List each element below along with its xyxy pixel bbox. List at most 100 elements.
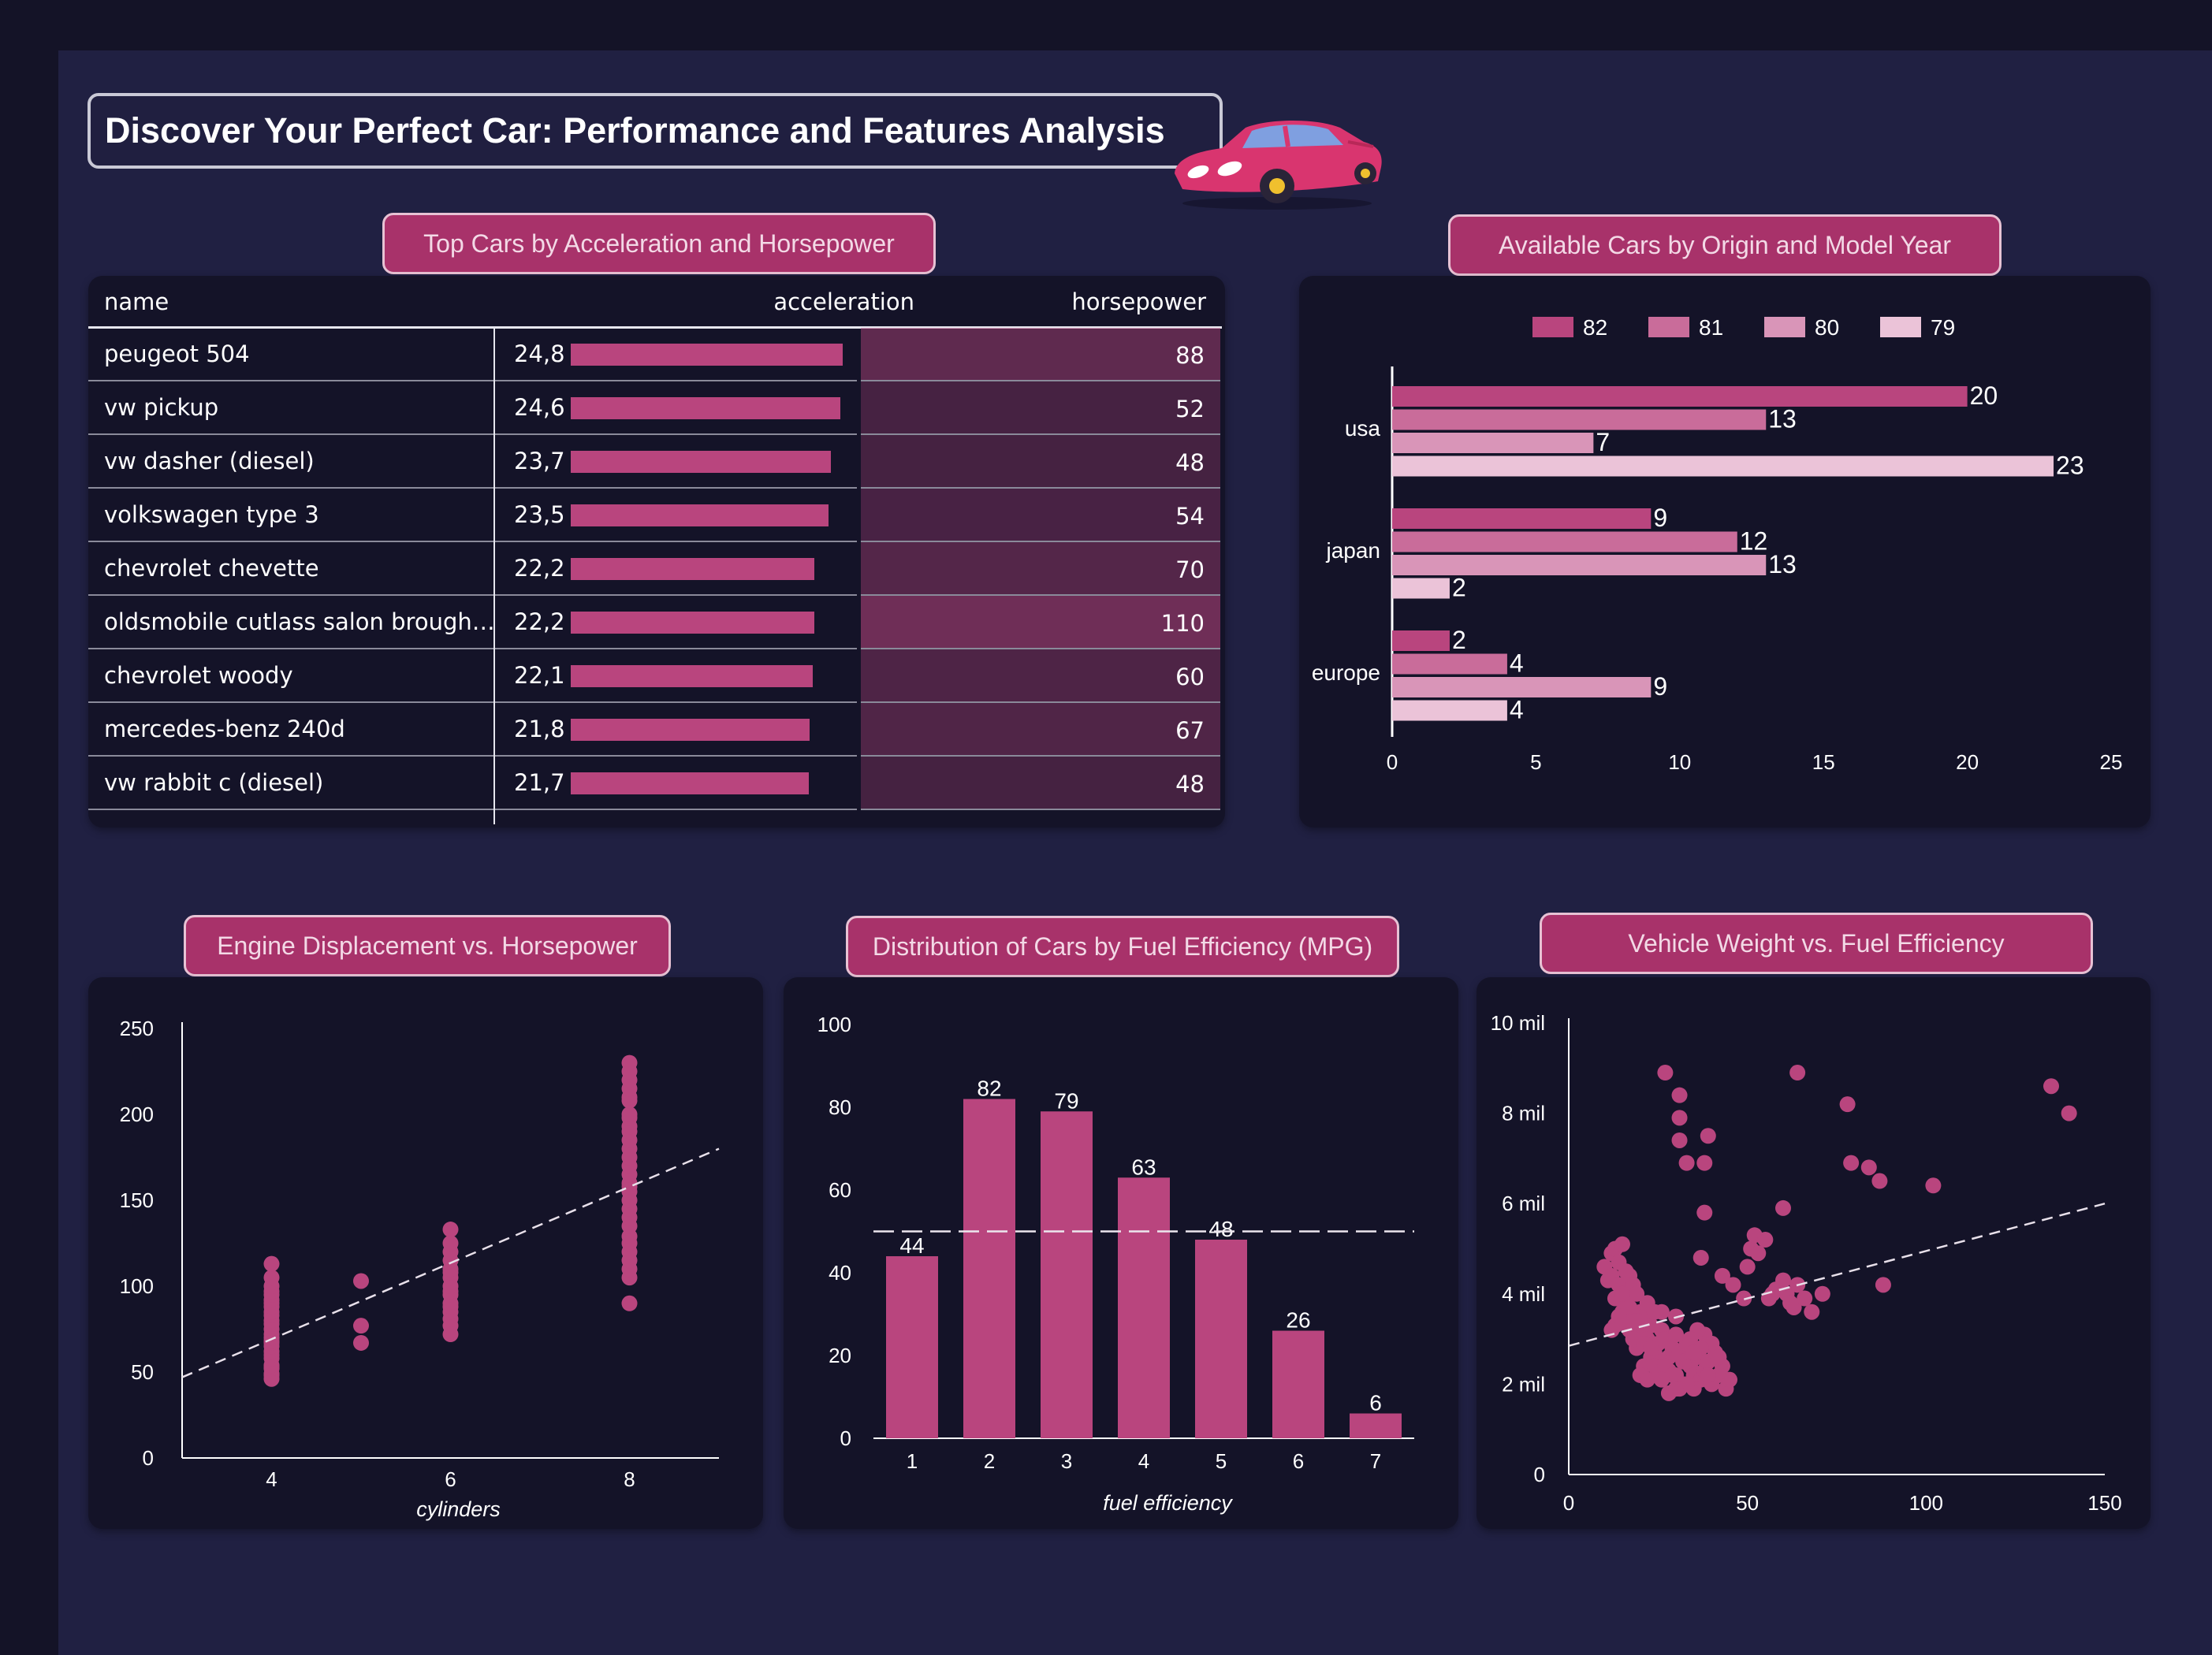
data-label: 13 bbox=[1768, 405, 1797, 433]
mpg-distribution-chart: 0 20 40 60 80 100 44 1 82 2 79 3 63 4 48 5 26 6 6 7 fuel eff… bbox=[817, 1013, 1414, 1515]
acceleration-bar bbox=[571, 344, 843, 366]
scatter-point bbox=[1639, 1371, 1655, 1388]
category-label: europe bbox=[1312, 660, 1380, 685]
row-divider bbox=[88, 648, 857, 649]
table-cell-name: chevrolet woody bbox=[104, 662, 293, 689]
table-cell-horsepower: 48 bbox=[1175, 449, 1205, 476]
legend-label: 79 bbox=[1931, 315, 1955, 340]
scatter-point bbox=[1875, 1277, 1891, 1293]
bar bbox=[1392, 578, 1450, 599]
table-cell-horsepower: 54 bbox=[1175, 503, 1205, 530]
legend-label: 80 bbox=[1815, 315, 1839, 340]
horsepower-cell-bg bbox=[861, 703, 1220, 757]
row-divider bbox=[88, 755, 857, 757]
table-cell-name: peugeot 504 bbox=[104, 340, 250, 367]
scatter-point bbox=[1750, 1245, 1767, 1262]
data-label: 4 bbox=[1510, 649, 1524, 678]
scatter-point bbox=[1682, 1331, 1699, 1348]
table-cell-name: oldsmobile cutlass salon brough… bbox=[104, 608, 495, 635]
bar bbox=[1392, 677, 1652, 697]
x-tick-label: 0 bbox=[1387, 750, 1398, 774]
legend-swatch bbox=[1880, 317, 1921, 337]
x-tick-label: 0 bbox=[1563, 1491, 1574, 1515]
displacement-panel: 0 50 100 150 200 250 4 6 8 cylinders bbox=[88, 977, 763, 1529]
scatter-point bbox=[1668, 1381, 1684, 1397]
scatter-point bbox=[353, 1273, 369, 1289]
scatter-point bbox=[1714, 1267, 1730, 1284]
scatter-point bbox=[1843, 1155, 1860, 1171]
origin-year-panel: 82 81 80 79 usa 20 13 7 23 japan 9 12 13 2 europe 2 4 9 4 0… bbox=[1299, 276, 2151, 828]
row-divider bbox=[861, 487, 1220, 489]
scatter-point bbox=[1804, 1304, 1820, 1320]
row-divider bbox=[861, 648, 1220, 649]
data-label: 2 bbox=[1452, 574, 1466, 602]
scatter-point bbox=[621, 1295, 638, 1311]
x-tick-label: 5 bbox=[1530, 750, 1541, 774]
histogram-bar bbox=[1041, 1111, 1093, 1438]
row-divider bbox=[88, 594, 857, 596]
row-divider bbox=[88, 541, 857, 542]
scatter-point bbox=[442, 1235, 459, 1251]
data-label: 13 bbox=[1768, 550, 1797, 578]
origin-year-chart: 82 81 80 79usa2013723japan912132europe24940… bbox=[1312, 315, 2123, 774]
acceleration-bar bbox=[571, 451, 831, 473]
table-cell-name: chevrolet chevette bbox=[104, 555, 319, 582]
left-bar bbox=[0, 0, 58, 1655]
weight-chart-title: Vehicle Weight vs. Fuel Efficiency bbox=[1540, 913, 2093, 974]
data-label: 7 bbox=[1596, 428, 1610, 456]
x-tick-label: 4 bbox=[1138, 1449, 1149, 1473]
scatter-point bbox=[1629, 1285, 1645, 1302]
trend-line bbox=[1568, 1202, 2106, 1347]
weight-panel: 0 2 mil 4 mil 6 mil 8 mil 10 mil 0 50 100 150 bbox=[1477, 977, 2151, 1529]
header-divider bbox=[88, 326, 1222, 329]
y-tick-label: 0 bbox=[840, 1426, 851, 1450]
table-cell-name: volkswagen type 3 bbox=[104, 501, 319, 528]
scatter-point bbox=[621, 1054, 638, 1071]
page-title: Discover Your Perfect Car: Performance a… bbox=[88, 93, 1223, 169]
scatter-point bbox=[1764, 1285, 1781, 1302]
scatter-point bbox=[1678, 1155, 1695, 1171]
scatter-point bbox=[1786, 1299, 1802, 1315]
column-header-acceleration[interactable]: acceleration bbox=[773, 288, 914, 315]
x-tick-label: 25 bbox=[2100, 750, 2123, 774]
scatter-point bbox=[1693, 1249, 1709, 1266]
row-divider bbox=[861, 380, 1220, 381]
horsepower-cell-bg bbox=[861, 328, 1220, 381]
bar bbox=[1392, 531, 1737, 552]
row-divider bbox=[88, 487, 857, 489]
row-divider bbox=[88, 433, 857, 435]
acceleration-bar bbox=[571, 665, 814, 687]
legend-swatch bbox=[1532, 317, 1573, 337]
x-tick-label: 3 bbox=[1061, 1449, 1072, 1473]
table-cell-acceleration: 23,5 bbox=[514, 501, 565, 528]
table-cell-acceleration: 21,8 bbox=[514, 716, 565, 742]
legend-swatch bbox=[1648, 317, 1689, 337]
y-tick-label: 6 mil bbox=[1502, 1192, 1545, 1215]
column-header-horsepower[interactable]: horsepower bbox=[1071, 288, 1206, 315]
x-tick-label: 4 bbox=[266, 1467, 277, 1491]
x-tick-label: 7 bbox=[1370, 1449, 1381, 1473]
horsepower-cell-bg bbox=[861, 649, 1220, 703]
acceleration-bar bbox=[571, 397, 841, 419]
horsepower-cell-bg bbox=[861, 489, 1220, 542]
row-divider bbox=[861, 594, 1220, 596]
table-cell-horsepower: 67 bbox=[1175, 717, 1205, 744]
top-bar bbox=[0, 0, 2212, 50]
row-divider bbox=[88, 380, 857, 381]
scatter-point bbox=[263, 1270, 280, 1286]
x-axis-label: cylinders bbox=[416, 1497, 501, 1521]
top-cars-table: name acceleration horsepower peugeot 504… bbox=[88, 276, 1225, 828]
y-tick-label: 4 mil bbox=[1502, 1282, 1545, 1306]
x-tick-label: 20 bbox=[1956, 750, 1979, 774]
bar bbox=[1392, 386, 1968, 407]
scatter-point bbox=[2061, 1105, 2077, 1121]
bar bbox=[1392, 653, 1507, 675]
y-tick-label: 250 bbox=[120, 1017, 154, 1040]
column-header-name[interactable]: name bbox=[104, 288, 169, 315]
horsepower-cell-bg bbox=[861, 542, 1220, 596]
y-tick-label: 0 bbox=[143, 1446, 154, 1470]
scatter-point bbox=[1739, 1259, 1756, 1275]
category-label: usa bbox=[1345, 416, 1381, 441]
scatter-point bbox=[1797, 1290, 1813, 1307]
legend-swatch bbox=[1764, 317, 1805, 337]
